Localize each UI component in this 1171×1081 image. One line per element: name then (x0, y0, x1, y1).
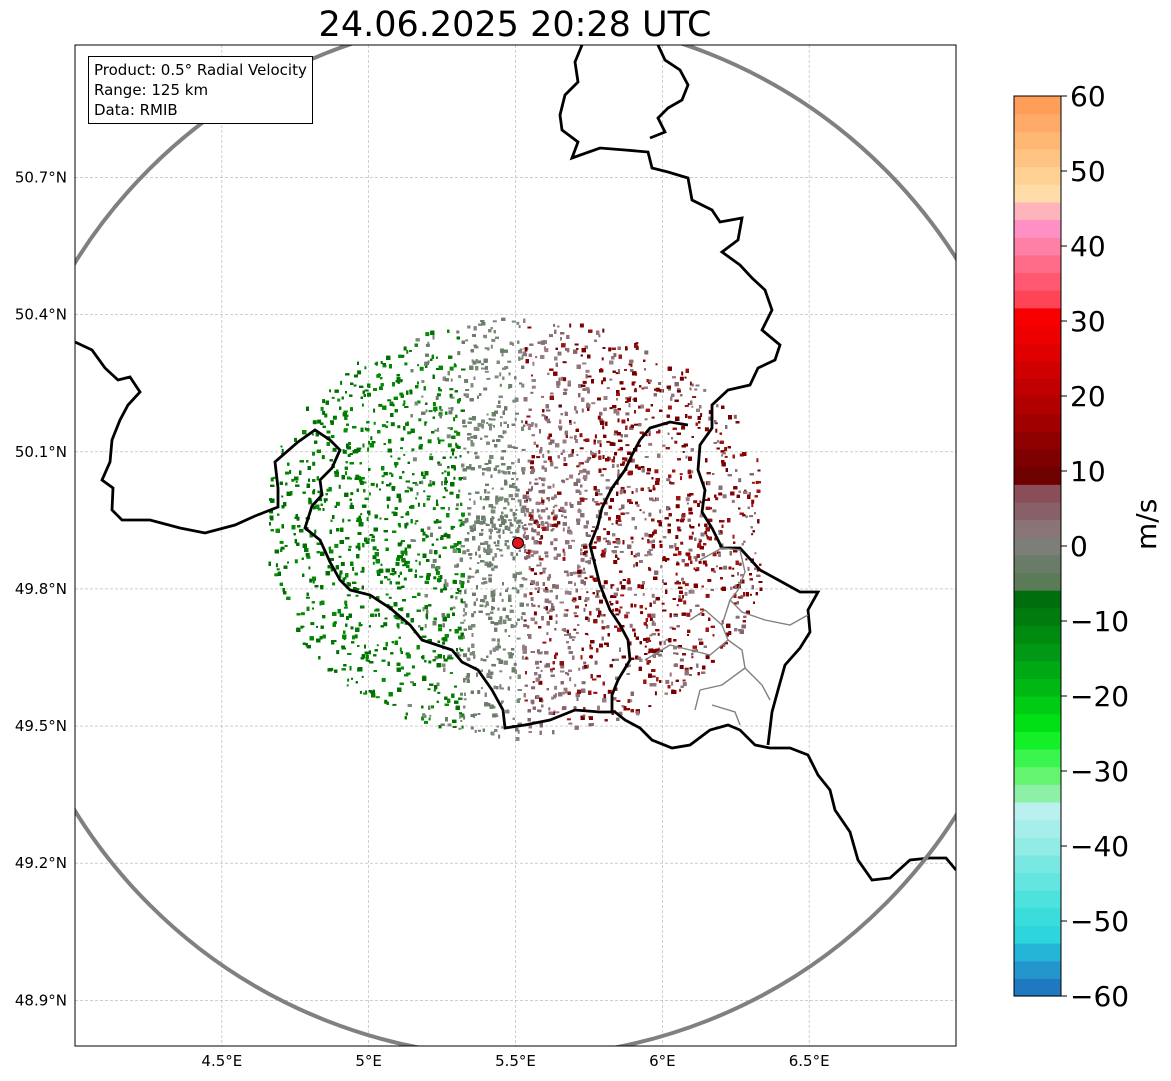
map-border-box (74, 44, 957, 1047)
colorbar-tick-label-9: −30 (1070, 755, 1129, 788)
border-be-fr (75, 340, 956, 882)
lon-label-4: 6.5°E (789, 1052, 830, 1070)
longitude-labels: 4.5°E 5°E 5.5°E 6°E 6.5°E (201, 1052, 829, 1070)
colorbar-segment-35 (1014, 360, 1061, 379)
colorbar-segment-17 (1014, 678, 1061, 697)
colorbar-segment-19 (1014, 643, 1061, 662)
colorbar-segment-50 (1014, 96, 1061, 115)
colorbar-segment-14 (1014, 731, 1061, 750)
colorbar-segment-40 (1014, 272, 1061, 291)
colorbar-segment-46 (1014, 166, 1061, 185)
country-borders (75, 45, 956, 882)
colorbar-tick-label-10: −40 (1070, 830, 1129, 863)
colorbar-segment-48 (1014, 131, 1061, 150)
info-product: Product: 0.5° Radial Velocity (94, 61, 307, 79)
colorbar-segment-21 (1014, 607, 1061, 627)
colorbar-segment-23 (1014, 572, 1061, 591)
lat-label-5: 49.2°N (15, 854, 67, 872)
colorbar-ticks: 60 50 40 30 20 10 0 −10 −20 −30 −40 −50 −60 (1061, 80, 1129, 1013)
colorbar-segment-27 (1014, 501, 1061, 521)
colorbar-segment-29 (1014, 466, 1061, 485)
lat-label-6: 48.9°N (15, 991, 67, 1009)
colorbar-segment-1 (1014, 960, 1061, 979)
colorbar-segment-8 (1014, 837, 1061, 856)
colorbar-segment-37 (1014, 325, 1061, 344)
lon-label-2: 5.5°E (495, 1052, 536, 1070)
colorbar-segment-43 (1014, 219, 1061, 238)
velocity-echoes (268, 317, 763, 741)
colorbar-segment-0 (1014, 978, 1061, 997)
colorbar-segment-13 (1014, 748, 1061, 768)
colorbar-tick-label-6: 0 (1070, 530, 1088, 563)
colorbar-tick-label-4: 20 (1070, 380, 1106, 413)
colorbar-segment-7 (1014, 854, 1061, 874)
colorbar-segment-38 (1014, 307, 1061, 327)
lat-label-2: 50.1°N (15, 443, 67, 461)
colorbar-segment-25 (1014, 537, 1061, 556)
lat-label-1: 50.4°N (15, 306, 67, 324)
lat-label-3: 49.8°N (15, 580, 67, 598)
colorbar-segment-2 (1014, 943, 1061, 962)
colorbar-segment-15 (1014, 713, 1061, 732)
colorbar-segment-30 (1014, 448, 1061, 468)
colorbar-segment-34 (1014, 378, 1061, 397)
colorbar-segment-22 (1014, 590, 1061, 609)
colorbar-segment-3 (1014, 925, 1061, 944)
colorbar-segment-28 (1014, 484, 1061, 503)
colorbar-segment-36 (1014, 343, 1061, 362)
lon-label-3: 6°E (649, 1052, 676, 1070)
product-info-box: Product: 0.5° Radial Velocity Range: 125… (88, 56, 313, 124)
colorbar-segment-24 (1014, 554, 1061, 574)
admin-borders-lu (644, 547, 809, 726)
border-be-de (558, 45, 821, 746)
lat-label-4: 49.5°N (15, 717, 67, 735)
colorbar-segment-45 (1014, 184, 1061, 203)
latitude-labels: 50.7°N 50.4°N 50.1°N 49.8°N 49.5°N 49.2°N 48.9… (15, 169, 67, 1010)
colorbar-tick-label-1: 50 (1070, 155, 1106, 188)
colorbar-segment-6 (1014, 872, 1061, 891)
colorbar-tick-label-7: −10 (1070, 605, 1129, 638)
border-be-lu (588, 420, 689, 712)
colorbar-tick-label-5: 10 (1070, 455, 1106, 488)
colorbar-tick-label-12: −60 (1070, 980, 1129, 1013)
map-title: 24.06.2025 20:28 UTC (318, 5, 712, 45)
colorbar-segment-16 (1014, 696, 1061, 715)
colorbar-segments (1014, 96, 1061, 997)
colorbar-unit-label: m/s (1130, 498, 1163, 550)
lat-label-0: 50.7°N (15, 169, 67, 187)
colorbar-segment-18 (1014, 660, 1061, 679)
colorbar-segment-9 (1014, 819, 1061, 838)
info-data-source: Data: RMIB (94, 101, 178, 119)
radar-site-marker (512, 537, 524, 549)
colorbar-tick-label-11: −50 (1070, 905, 1129, 938)
lon-label-1: 5°E (355, 1052, 382, 1070)
info-range: Range: 125 km (94, 81, 209, 99)
colorbar-segment-10 (1014, 801, 1061, 821)
colorbar-segment-49 (1014, 113, 1061, 132)
colorbar-segment-42 (1014, 237, 1061, 256)
lon-label-0: 4.5°E (201, 1052, 242, 1070)
colorbar-segment-32 (1014, 413, 1061, 432)
colorbar-segment-44 (1014, 201, 1061, 221)
colorbar-segment-20 (1014, 625, 1061, 644)
colorbar-tick-label-8: −20 (1070, 680, 1129, 713)
colorbar-tick-label-2: 40 (1070, 230, 1106, 263)
colorbar-segment-31 (1014, 431, 1061, 450)
colorbar-segment-11 (1014, 784, 1061, 803)
colorbar-tick-label-0: 60 (1070, 80, 1106, 113)
colorbar-segment-47 (1014, 148, 1061, 168)
colorbar-segment-4 (1014, 907, 1061, 927)
border-north (649, 45, 690, 140)
colorbar-segment-33 (1014, 396, 1061, 415)
colorbar-segment-26 (1014, 519, 1061, 538)
colorbar-segment-12 (1014, 766, 1061, 785)
colorbar-tick-label-3: 30 (1070, 305, 1106, 338)
colorbar-segment-5 (1014, 890, 1061, 909)
colorbar-segment-39 (1014, 290, 1061, 309)
colorbar-segment-41 (1014, 254, 1061, 274)
